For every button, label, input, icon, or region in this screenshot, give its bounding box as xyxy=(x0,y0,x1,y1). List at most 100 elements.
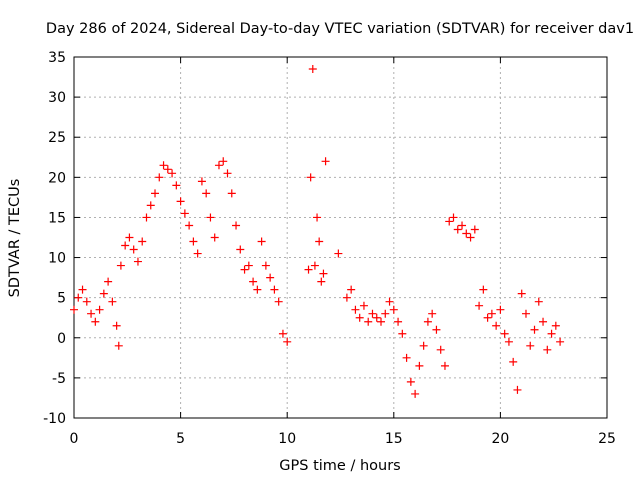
data-point xyxy=(116,261,125,270)
data-point xyxy=(449,213,458,222)
data-point xyxy=(411,389,420,398)
data-point xyxy=(261,261,270,270)
data-point xyxy=(146,201,155,210)
data-point xyxy=(319,269,328,278)
data-point xyxy=(547,329,556,338)
data-point xyxy=(317,277,326,286)
data-point xyxy=(278,329,287,338)
data-point xyxy=(133,257,142,266)
y-tick-label: 10 xyxy=(48,251,66,267)
data-point xyxy=(445,217,454,226)
x-tick-label: 20 xyxy=(491,431,509,447)
data-point xyxy=(129,245,138,254)
data-point xyxy=(159,161,168,170)
data-point xyxy=(283,337,292,346)
data-point xyxy=(453,225,462,234)
data-point xyxy=(321,157,330,166)
data-point xyxy=(274,297,283,306)
data-point xyxy=(462,229,471,238)
y-tick-label: 15 xyxy=(48,210,66,226)
x-tick-label: 10 xyxy=(278,431,296,447)
data-point xyxy=(517,289,526,298)
data-point xyxy=(257,237,266,246)
data-point xyxy=(151,189,160,198)
data-point xyxy=(142,213,151,222)
data-point xyxy=(355,313,364,322)
data-point xyxy=(466,233,475,242)
data-point xyxy=(270,285,279,294)
y-tick-label: -10 xyxy=(43,411,66,427)
y-tick-label: 25 xyxy=(48,130,66,146)
data-point xyxy=(415,361,424,370)
x-tick-label: 5 xyxy=(176,431,185,447)
x-tick-label: 0 xyxy=(70,431,79,447)
data-point xyxy=(458,221,467,230)
data-point xyxy=(304,265,313,274)
data-point xyxy=(155,173,164,182)
y-tick-label: -5 xyxy=(52,371,66,387)
data-point xyxy=(125,233,134,242)
data-point xyxy=(214,161,223,170)
data-point xyxy=(487,309,496,318)
data-point xyxy=(99,289,108,298)
data-point xyxy=(479,285,488,294)
data-point xyxy=(509,357,518,366)
data-point xyxy=(315,237,324,246)
data-point xyxy=(121,241,130,250)
data-point xyxy=(206,213,215,222)
x-axis-label: GPS time / hours xyxy=(279,458,400,474)
data-point xyxy=(202,189,211,198)
data-point xyxy=(108,297,117,306)
data-point xyxy=(306,173,315,182)
data-point xyxy=(530,325,539,334)
data-point xyxy=(432,325,441,334)
data-point xyxy=(87,309,96,318)
data-point xyxy=(368,309,377,318)
data-point xyxy=(236,245,245,254)
x-tick-label: 15 xyxy=(385,431,403,447)
data-point xyxy=(556,337,565,346)
data-point xyxy=(114,341,123,350)
data-point xyxy=(351,305,360,314)
data-point xyxy=(185,221,194,230)
data-point xyxy=(543,345,552,354)
data-point xyxy=(428,309,437,318)
data-point xyxy=(253,285,262,294)
x-axis-ticks: 0 5 10 15 20 25 xyxy=(70,57,616,447)
data-point xyxy=(470,225,479,234)
data-point xyxy=(551,321,560,330)
data-point xyxy=(240,265,249,274)
data-point xyxy=(78,285,87,294)
data-point xyxy=(232,221,241,230)
data-point xyxy=(163,165,172,174)
y-tick-label: 30 xyxy=(48,90,66,106)
data-point xyxy=(168,169,177,178)
data-point xyxy=(91,317,100,326)
data-point xyxy=(310,261,319,270)
data-point xyxy=(492,321,501,330)
data-point xyxy=(244,261,253,270)
data-point xyxy=(266,273,275,282)
data-point xyxy=(249,277,258,286)
data-point xyxy=(364,317,373,326)
data-point xyxy=(372,313,381,322)
data-point xyxy=(70,305,78,314)
data-point xyxy=(227,189,236,198)
data-points xyxy=(70,65,565,398)
y-axis-label: SDTVAR / TECUs xyxy=(7,179,23,298)
data-point xyxy=(197,177,206,186)
data-point xyxy=(308,65,317,74)
x-tick-label: 25 xyxy=(598,431,616,447)
data-point xyxy=(95,305,104,314)
y-axis-ticks: -10 -5 0 5 10 15 20 25 30 35 xyxy=(43,50,607,427)
data-point xyxy=(440,361,449,370)
grid-lines xyxy=(74,57,607,418)
data-point xyxy=(219,157,228,166)
data-point xyxy=(138,237,147,246)
data-point xyxy=(347,285,356,294)
data-point xyxy=(189,237,198,246)
data-point xyxy=(398,329,407,338)
data-point xyxy=(483,313,492,322)
data-point xyxy=(104,277,113,286)
